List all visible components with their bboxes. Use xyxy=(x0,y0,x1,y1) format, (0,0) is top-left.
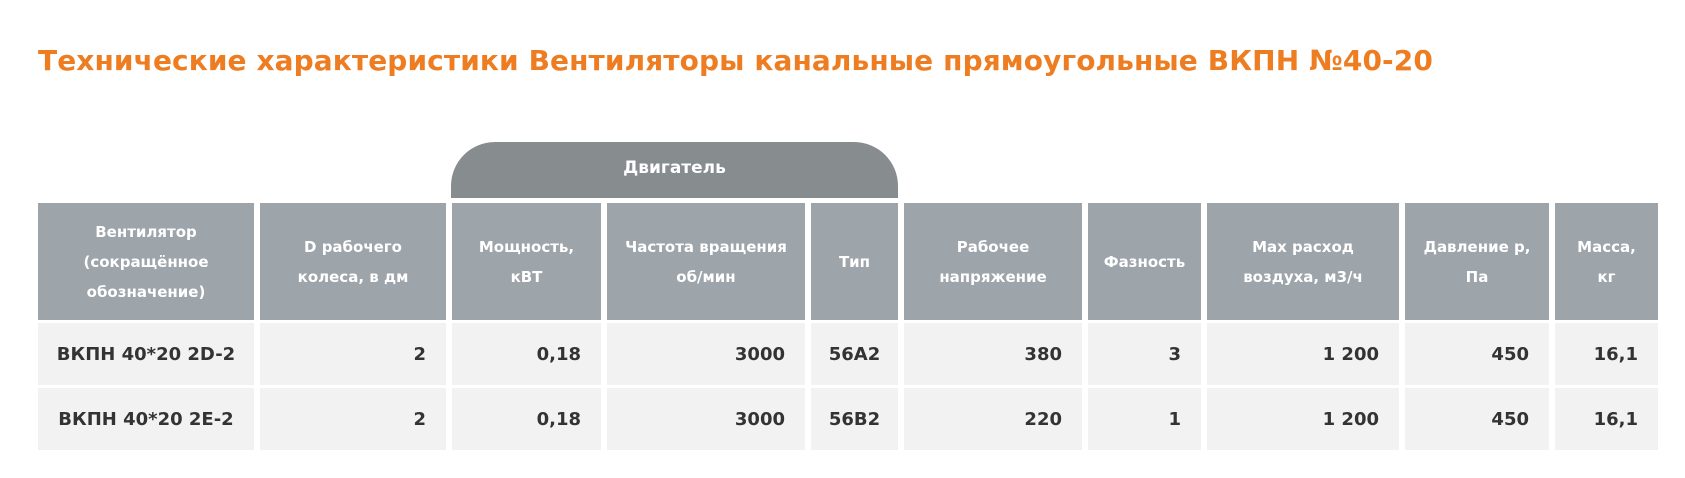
cell-mass: 16,1 xyxy=(1555,388,1658,450)
cell-wheel-diameter: 2 xyxy=(260,323,446,385)
column-header-power: Мощность, кВТ xyxy=(452,203,601,320)
cell-pressure: 450 xyxy=(1405,388,1549,450)
cell-voltage: 220 xyxy=(904,388,1082,450)
page-title: Технические характеристики Вентиляторы к… xyxy=(38,44,1433,77)
cell-fan: ВКПН 40*20 2E-2 xyxy=(38,388,254,450)
column-header-voltage: Рабочее напряжение xyxy=(904,203,1082,320)
cell-power: 0,18 xyxy=(452,388,601,450)
cell-type: 56A2 xyxy=(811,323,898,385)
cell-max-airflow: 1 200 xyxy=(1207,388,1399,450)
cell-voltage: 380 xyxy=(904,323,1082,385)
column-header-wheel-diameter: D рабочего колеса, в дм xyxy=(260,203,446,320)
cell-phases: 1 xyxy=(1088,388,1201,450)
cell-type: 56B2 xyxy=(811,388,898,450)
cell-mass: 16,1 xyxy=(1555,323,1658,385)
cell-pressure: 450 xyxy=(1405,323,1549,385)
group-header-motor: Двигатель xyxy=(451,142,898,198)
cell-rotation-speed: 3000 xyxy=(607,388,805,450)
cell-max-airflow: 1 200 xyxy=(1207,323,1399,385)
column-header-pressure: Давление р, Па xyxy=(1405,203,1549,320)
cell-power: 0,18 xyxy=(452,323,601,385)
column-header-fan: Вентилятор (сокращённое обозначение) xyxy=(38,203,254,320)
column-header-type: Тип xyxy=(811,203,898,320)
column-header-mass: Масса, кг xyxy=(1555,203,1658,320)
column-header-phases: Фазность xyxy=(1088,203,1201,320)
column-header-rotation-speed: Частота вращения об/мин xyxy=(607,203,805,320)
cell-fan: ВКПН 40*20 2D-2 xyxy=(38,323,254,385)
cell-wheel-diameter: 2 xyxy=(260,388,446,450)
cell-phases: 3 xyxy=(1088,323,1201,385)
cell-rotation-speed: 3000 xyxy=(607,323,805,385)
column-header-max-airflow: Max расход воздуха, м3/ч xyxy=(1207,203,1399,320)
